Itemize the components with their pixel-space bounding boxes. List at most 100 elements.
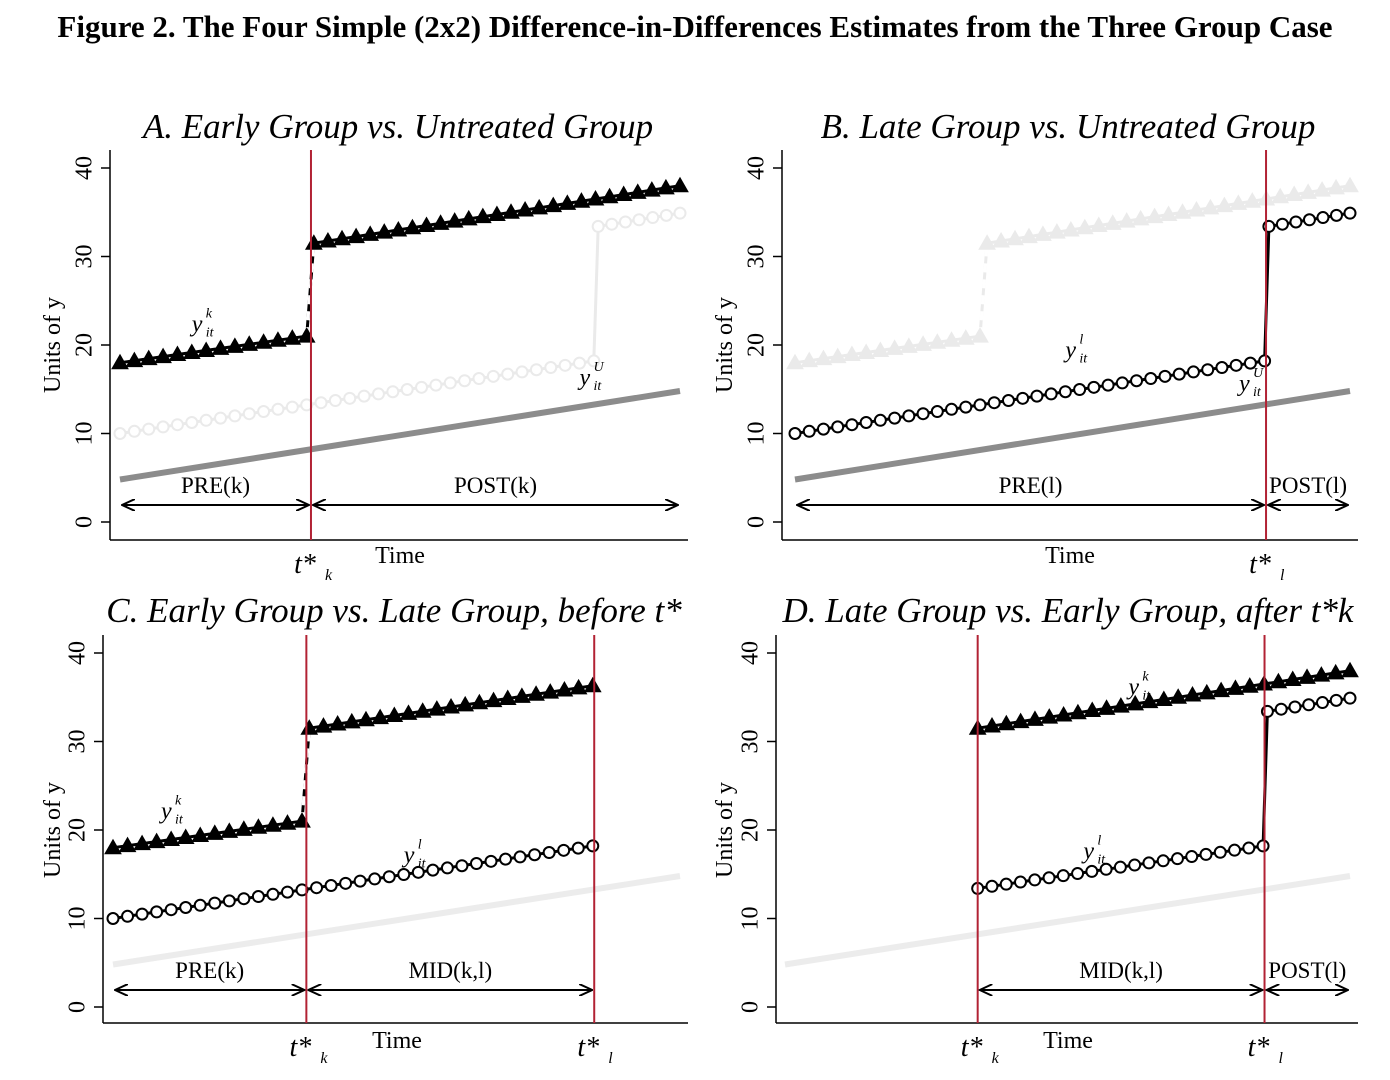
data-point <box>530 198 549 215</box>
data-point <box>1275 217 1289 231</box>
data-point <box>139 349 158 366</box>
y-tick-label: 20 <box>72 333 98 357</box>
treatment-label: t* <box>1248 1032 1270 1063</box>
panel-c: C. Early Group vs. Late Group, before t*… <box>40 591 688 1067</box>
data-point <box>389 220 408 237</box>
data-point <box>353 874 367 888</box>
data-point <box>470 693 489 710</box>
data-point <box>417 216 436 233</box>
data-point <box>1343 691 1357 705</box>
data-point <box>371 708 390 725</box>
series-untreated-group <box>794 388 1351 483</box>
series-label: y <box>190 312 203 338</box>
treatment-label: t* <box>289 1032 311 1063</box>
data-point <box>1099 862 1113 876</box>
data-point <box>170 418 184 432</box>
data-point <box>642 181 661 197</box>
period-label: PRE(l) <box>999 473 1063 498</box>
data-point <box>199 413 213 427</box>
y-tick-label: 10 <box>65 907 91 931</box>
data-point <box>558 194 577 210</box>
data-point <box>343 391 357 405</box>
y-tick-label: 0 <box>744 516 770 528</box>
data-point <box>788 427 802 440</box>
data-point <box>542 846 556 860</box>
data-point <box>319 232 337 248</box>
data-point <box>264 816 282 832</box>
data-point <box>104 838 122 855</box>
data-point <box>871 341 890 357</box>
series-untreated-group <box>112 873 681 968</box>
data-point <box>899 337 918 353</box>
data-point <box>857 343 876 359</box>
period-label: MID(k,l) <box>408 958 492 983</box>
data-point <box>1040 708 1059 724</box>
data-point <box>1034 225 1052 241</box>
treatment-label-sub: k <box>992 1050 1000 1067</box>
period-label: PRE(k) <box>181 473 250 498</box>
data-point <box>357 710 375 727</box>
series-label: y <box>402 843 415 869</box>
data-point <box>557 843 571 857</box>
data-point <box>205 824 224 840</box>
data-point <box>440 861 454 875</box>
data-point <box>1058 385 1072 399</box>
data-point <box>1026 710 1044 726</box>
data-point <box>278 814 297 830</box>
series-label-sub: it <box>418 857 427 872</box>
y-tick-label: 40 <box>744 156 770 180</box>
treatment-label-sub: l <box>1280 567 1285 584</box>
data-point <box>513 850 527 864</box>
data-point <box>310 881 324 895</box>
series-line <box>119 211 681 435</box>
data-point <box>386 385 400 399</box>
data-point <box>182 343 201 359</box>
data-point <box>1313 181 1331 197</box>
data-point <box>1185 850 1199 864</box>
data-point <box>455 859 469 873</box>
series-label-sup: k <box>206 307 213 322</box>
data-point <box>1341 661 1359 678</box>
series-line <box>977 696 1351 890</box>
y-tick-label: 0 <box>65 1001 91 1013</box>
data-point <box>237 892 251 906</box>
series-label-sup: U <box>593 360 604 375</box>
y-tick-label: 20 <box>744 333 770 357</box>
data-point <box>1341 176 1359 193</box>
series-line <box>112 684 594 850</box>
data-point <box>142 422 156 436</box>
data-point <box>197 341 216 357</box>
data-point <box>1071 867 1085 881</box>
data-point <box>415 380 429 394</box>
data-point <box>515 365 529 379</box>
data-point <box>1020 227 1038 244</box>
data-point <box>992 232 1010 248</box>
data-point <box>902 409 916 423</box>
data-point <box>472 372 486 386</box>
series-label: y <box>577 365 590 391</box>
data-point <box>1117 212 1136 228</box>
data-point <box>357 389 371 403</box>
data-point <box>956 329 975 345</box>
period-label: MID(k,l) <box>1079 958 1163 983</box>
period-label: PRE(k) <box>175 958 244 983</box>
data-point <box>1170 852 1184 866</box>
data-point <box>459 209 478 226</box>
data-point <box>168 345 187 362</box>
data-point <box>527 685 545 701</box>
data-point <box>125 351 144 368</box>
y-tick-label: 30 <box>72 245 98 269</box>
data-point <box>1288 700 1302 714</box>
series-early-group <box>104 676 602 855</box>
y-tick-label: 30 <box>744 245 770 269</box>
treatment-label-sub: k <box>325 567 333 584</box>
data-point <box>1302 213 1316 227</box>
series-label: y <box>159 798 172 824</box>
data-point <box>473 207 492 224</box>
data-point <box>502 203 520 219</box>
data-point <box>266 887 280 901</box>
data-point <box>368 872 382 886</box>
data-point <box>513 687 531 703</box>
data-point <box>106 912 120 925</box>
data-point <box>382 870 396 884</box>
